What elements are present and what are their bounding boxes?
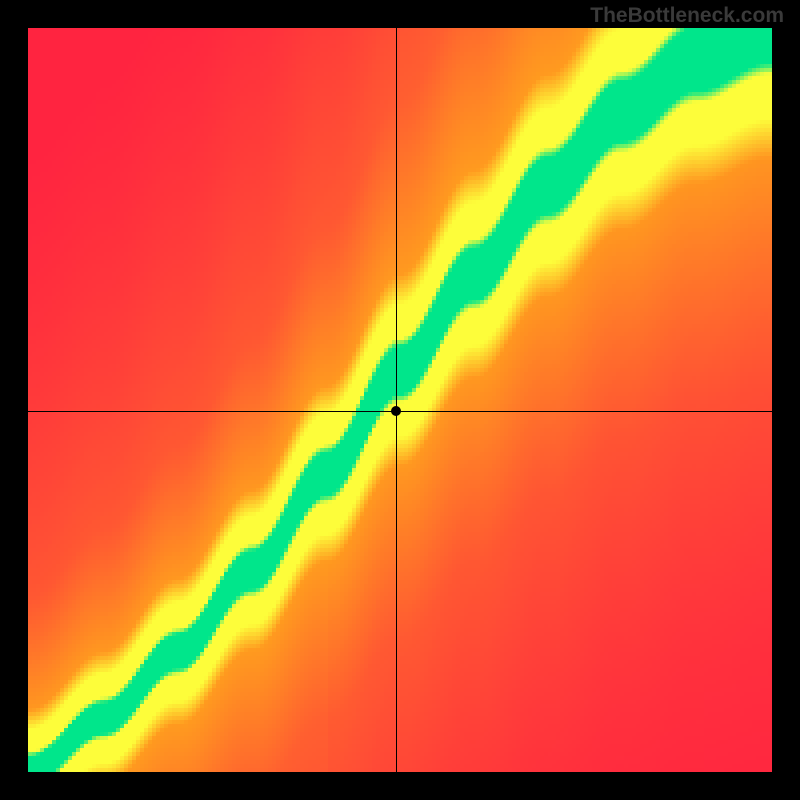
watermark-text: TheBottleneck.com	[590, 4, 784, 28]
plot-area	[28, 28, 772, 772]
crosshair-vertical	[396, 28, 397, 772]
chart-container: TheBottleneck.com	[0, 0, 800, 800]
data-point-marker	[391, 406, 401, 416]
heatmap-canvas	[28, 28, 772, 772]
